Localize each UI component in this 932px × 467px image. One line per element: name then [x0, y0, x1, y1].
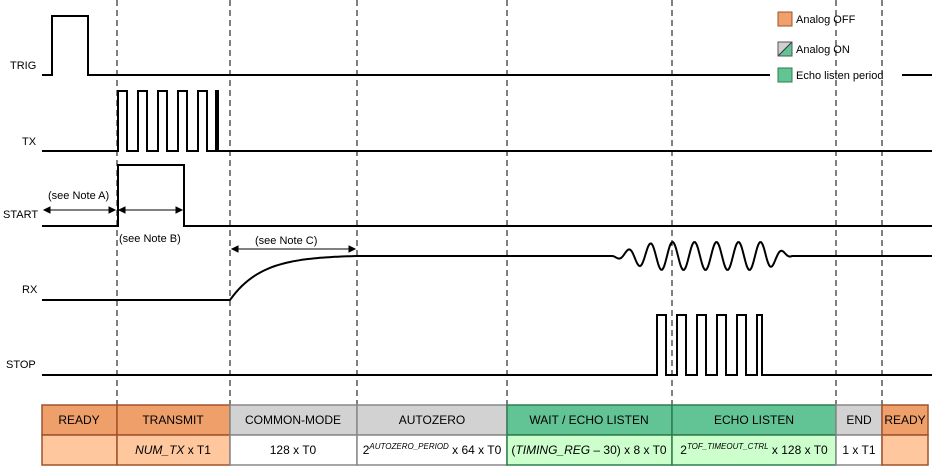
header-common-mode: COMMON-MODE	[245, 413, 341, 427]
svg-text:Analog ON: Analog ON	[796, 44, 850, 56]
stop-label: STOP	[6, 359, 36, 371]
phase-table: READY TRANSMIT COMMON-MODE AUTOZERO WAIT…	[41, 404, 929, 466]
note-a-arrow	[42, 206, 117, 214]
cell-transmit: NUM_TX x T1	[135, 443, 211, 457]
start-label: START	[3, 209, 38, 221]
tx-label: TX	[22, 136, 37, 148]
note-c: (see Note C)	[255, 235, 317, 247]
start-waveform	[42, 164, 932, 227]
header-ready-2: READY	[884, 413, 925, 427]
legend-analog-off: Analog OFF	[777, 11, 856, 27]
header-echo-listen: ECHO LISTEN	[714, 413, 794, 427]
header-autozero: AUTOZERO	[399, 413, 465, 427]
cell-echo: 2TOF_TIMEOUT_CTRL x 128 x T0	[680, 442, 828, 457]
note-a: (see Note A)	[48, 190, 109, 202]
cell-end: 1 x T1	[842, 443, 875, 457]
note-b-arrow	[117, 206, 184, 214]
legend-echo-listen: Echo listen period	[777, 67, 883, 83]
trig-waveform	[42, 15, 932, 76]
header-ready: READY	[58, 413, 99, 427]
rx-waveform	[42, 241, 932, 301]
phase-dividers	[116, 0, 883, 405]
cell-autozero: 2AUTOZERO_PERIOD x 64 x T0	[363, 442, 502, 457]
header-end: END	[846, 413, 872, 427]
svg-text:Echo listen period: Echo listen period	[796, 70, 883, 82]
legend-analog-on: Analog ON	[777, 41, 850, 57]
note-c-arrow	[230, 245, 357, 253]
svg-text:Analog OFF: Analog OFF	[796, 14, 856, 26]
tx-waveform	[42, 90, 932, 152]
legend: Analog OFF Analog ON Echo listen period	[777, 11, 883, 83]
header-transmit: TRANSMIT	[142, 413, 204, 427]
stop-waveform	[42, 314, 932, 376]
header-wait-echo-listen: WAIT / ECHO LISTEN	[529, 413, 648, 427]
note-b: (see Note B)	[119, 233, 181, 245]
trig-label: TRIG	[10, 60, 36, 72]
cell-wait: (TIMING_REG – 30) x 8 x T0	[511, 443, 666, 457]
rx-label: RX	[22, 284, 38, 296]
cell-common-mode: 128 x T0	[270, 443, 317, 457]
